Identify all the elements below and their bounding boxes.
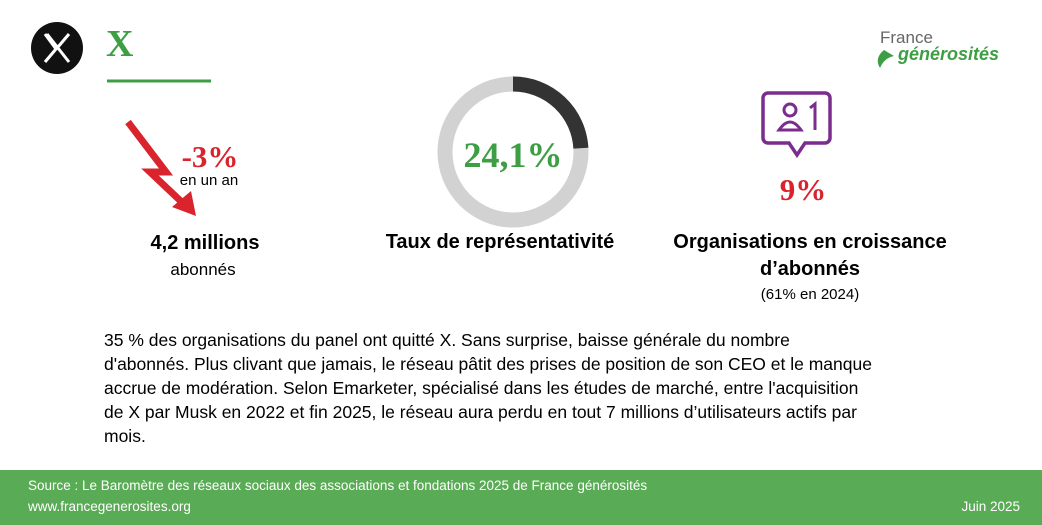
stat-note: (61% en 2024) xyxy=(760,286,860,303)
body-line: 35 % des organisations du panel ont quit… xyxy=(104,330,790,350)
stat-value: 9% xyxy=(779,172,827,207)
change: -3% xyxy=(181,139,239,174)
footer-source: Source : Le Baromètre des réseaux sociau… xyxy=(28,478,648,493)
footer-date: Juin 2025 xyxy=(961,499,1020,514)
change-note: en un an xyxy=(179,172,239,189)
footer-bar xyxy=(0,470,1042,525)
body-line: d'abonnés. Plus clivant que jamais, le r… xyxy=(104,354,872,374)
body-line: mois. xyxy=(104,426,146,446)
brand-bottom: générosités xyxy=(898,44,1000,64)
down-arrow xyxy=(125,119,191,211)
person-icon xyxy=(782,102,798,118)
stat-caption: Taux de représentativité xyxy=(385,231,615,253)
stat-caption: abonnés xyxy=(170,260,236,279)
donut-arc xyxy=(512,76,589,149)
stat-caption: d’abonnés xyxy=(759,258,861,280)
x-logo-glyph xyxy=(43,33,71,63)
bubble-icon xyxy=(761,91,832,159)
stat-caption: Organisations en croissance xyxy=(673,231,947,253)
body-line: accrue de modération. Selon Emarketer, s… xyxy=(104,378,859,398)
arrow-head xyxy=(172,191,196,216)
footer-url: www.francegenerosites.org xyxy=(28,499,191,514)
brand-swoosh xyxy=(877,50,894,68)
stat-value: 4,2 millions xyxy=(150,232,260,254)
body-line: de X par Musk en 2022 et fin 2025, le ré… xyxy=(104,402,857,422)
brand-top: France xyxy=(880,28,933,47)
one-icon xyxy=(809,100,817,130)
title: X xyxy=(106,23,134,65)
donut-label: 24,1% xyxy=(463,135,563,175)
person-icon xyxy=(776,120,804,132)
